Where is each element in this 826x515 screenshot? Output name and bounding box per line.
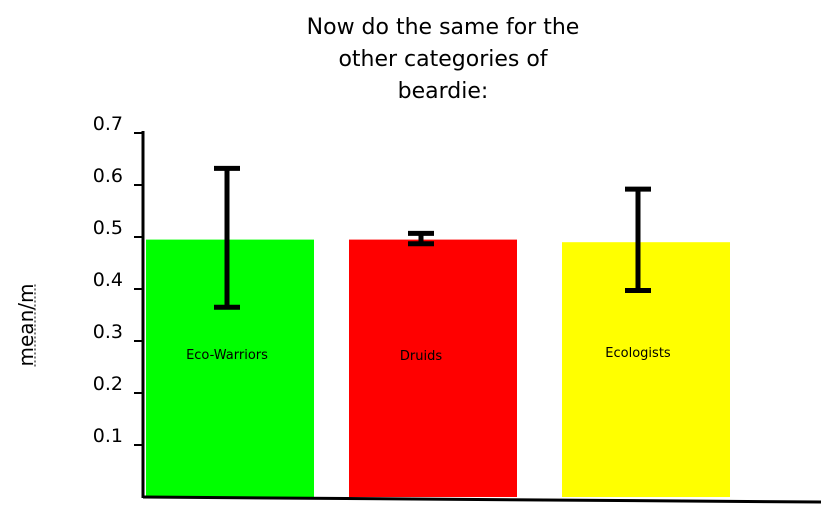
bar-ecologists bbox=[562, 242, 730, 497]
y-tick-label-0-7: 0.7 bbox=[93, 113, 123, 135]
bar-label-ecologists: Ecologists bbox=[605, 346, 671, 361]
chart-title-line-1: Now do the same for the bbox=[306, 15, 580, 40]
y-tick-label-0-5: 0.5 bbox=[93, 217, 123, 239]
chart-title: Now do the same for the other categories… bbox=[268, 12, 618, 108]
bar-label-druids: Druids bbox=[400, 349, 442, 364]
bar-druids bbox=[349, 239, 517, 497]
y-tick-label-0-2: 0.2 bbox=[93, 373, 123, 395]
bar-eco-warriors bbox=[146, 239, 314, 497]
y-tick-label-0-6: 0.6 bbox=[93, 165, 123, 187]
bar-label-eco-warriors: Eco-Warriors bbox=[186, 348, 268, 363]
y-tick-label-0-1: 0.1 bbox=[93, 425, 123, 447]
chart-title-line-3: beardie: bbox=[397, 79, 489, 104]
y-tick-label-0-4: 0.4 bbox=[93, 269, 123, 291]
x-axis-line bbox=[142, 495, 822, 504]
chart-title-line-2: other categories of bbox=[338, 47, 548, 72]
y-tick-label-0-3: 0.3 bbox=[93, 321, 123, 343]
